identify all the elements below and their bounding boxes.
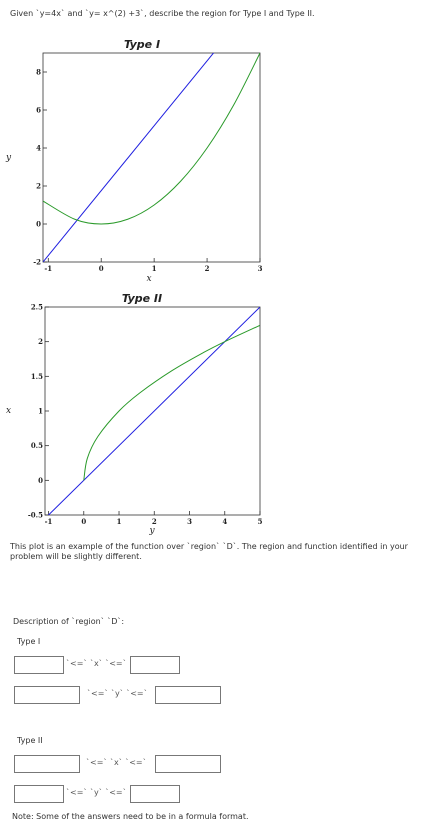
plot2-ytick-label: 2 <box>38 337 43 346</box>
type2-y-upper-input[interactable] <box>130 785 180 803</box>
plot2-ytick-label: 0.5 <box>31 441 43 450</box>
plot2-xtick-label: 5 <box>258 517 263 526</box>
plot2-xtick-label: 4 <box>222 517 227 526</box>
plot1-xtick-label: 2 <box>205 264 210 273</box>
plot2-ytick-label: 0 <box>38 476 43 485</box>
plot1-ytick-label: 0 <box>36 220 41 229</box>
type2-x-relation: `<=` `x` `<=` <box>86 758 147 767</box>
type2-y-relation: `<=` `y` `<=` <box>66 788 127 797</box>
plot2-xtick-label: 2 <box>152 517 157 526</box>
plot2-xlabel: y <box>148 526 155 536</box>
plot1-ytick-label: -2 <box>33 258 41 267</box>
question-text: Given `y=4x` and `y= x^(2) +3`, describe… <box>10 9 315 18</box>
plot2-title: Type II <box>122 292 162 305</box>
plot1-series-line-1 <box>43 53 215 262</box>
type2-label: Type II <box>17 736 43 745</box>
plot2-ytick-label: 2.5 <box>31 303 43 312</box>
plots-canvas: Type I y x -1 0 1 2 3 -2 0 2 4 6 8 Type II x y -1 0… <box>5 38 263 536</box>
plot2-series-line-2 <box>83 324 260 481</box>
type1-y-relation: `<=` `y` `<=` <box>87 689 148 698</box>
footer-note: Note: Some of the answers need to be in … <box>12 812 249 821</box>
description-label: Description of `region` `D`: <box>13 617 125 626</box>
type1-y-lower-input[interactable] <box>14 686 80 704</box>
type1-x-lower-input[interactable] <box>14 656 64 674</box>
type2-x-upper-input[interactable] <box>155 755 221 773</box>
plot1-xtick-label: 3 <box>258 264 263 273</box>
example-note: This plot is an example of the function … <box>10 542 408 561</box>
type2-x-lower-input[interactable] <box>14 755 80 773</box>
plot1-series-line-2 <box>43 53 260 225</box>
type1-y-upper-input[interactable] <box>155 686 221 704</box>
plot2-ytick-label: 1.5 <box>31 372 43 381</box>
plot1-title: Type I <box>124 38 160 51</box>
plot1-xlabel: x <box>146 274 151 284</box>
type2-y-lower-input[interactable] <box>14 785 64 803</box>
plot1-xtick-label: 0 <box>99 264 104 273</box>
plot1-frame <box>42 52 261 263</box>
plot2-xtick-label: 1 <box>117 517 122 526</box>
plot1-xtick-label: 1 <box>152 264 157 273</box>
plot2-ytick-label: 1 <box>38 407 43 416</box>
plot1-ytick-label: 6 <box>36 106 41 115</box>
plot2-xtick-label: 0 <box>81 517 86 526</box>
type1-label: Type I <box>17 637 41 646</box>
type1-x-relation: `<=` `x` `<=` <box>66 659 127 668</box>
plot1-ytick-label: 2 <box>36 182 41 191</box>
plot2-xtick-label: -1 <box>45 517 53 526</box>
plot2-ylabel: x <box>6 406 11 416</box>
type1-x-upper-input[interactable] <box>130 656 180 674</box>
plot1-ytick-label: 8 <box>36 68 41 77</box>
plot2-series-line-1 <box>47 307 260 515</box>
plot2-ytick-label: -0.5 <box>28 511 43 520</box>
plot2-xtick-label: 3 <box>187 517 192 526</box>
plot1-xtick-label: -1 <box>44 264 52 273</box>
plot1-ylabel: y <box>5 153 12 163</box>
plot1-ytick-label: 4 <box>36 144 41 153</box>
